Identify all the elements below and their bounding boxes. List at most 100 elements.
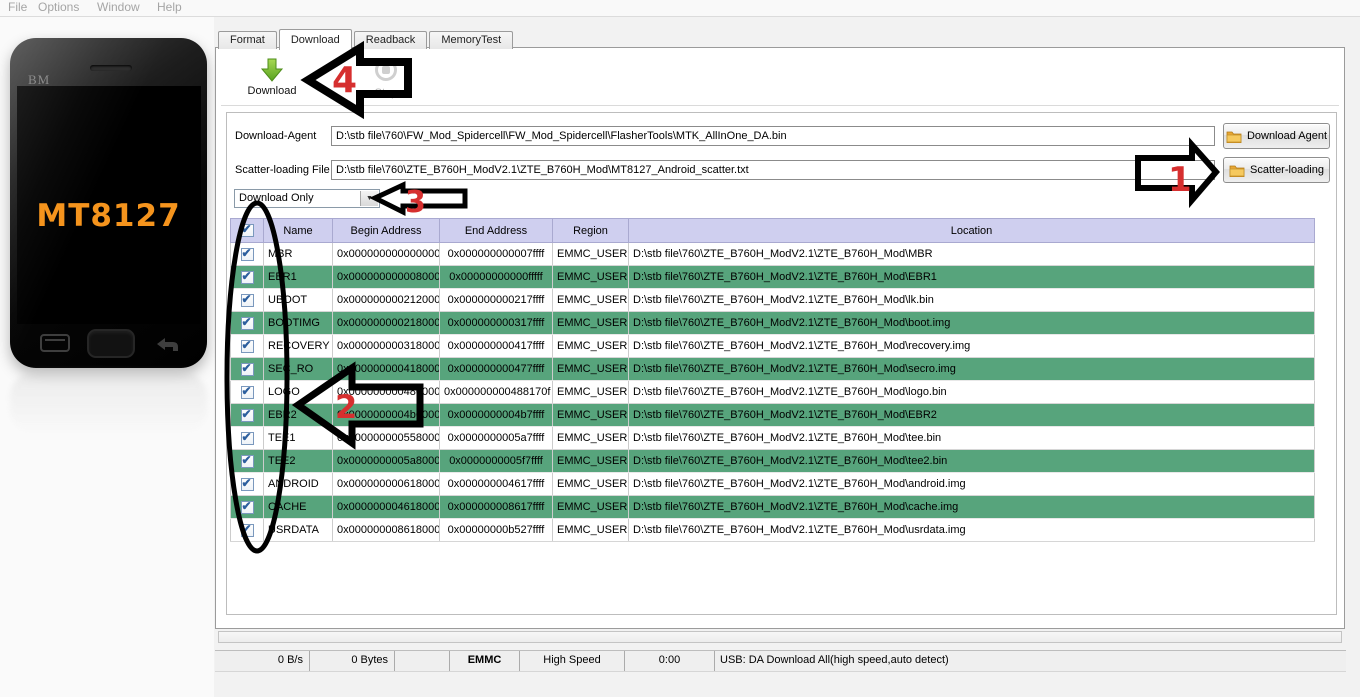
scatter-loading-button[interactable]: Scatter-loading: [1223, 157, 1330, 183]
combo-dropdown-button[interactable]: ▼: [360, 191, 378, 206]
download-mode-select[interactable]: Download Only ▼: [234, 189, 380, 208]
scatter-file-input[interactable]: [331, 160, 1215, 180]
table-row[interactable]: ✔ RECOVERY 0x0000000003180000 0x00000000041…: [230, 334, 1315, 358]
menu-window[interactable]: Window: [97, 0, 140, 14]
table-row[interactable]: ✔ LOGO 0x0000000004800000 0x000000000488170…: [230, 380, 1315, 404]
table-row[interactable]: ✔ BOOTIMG 0x0000000002180000 0x000000000317…: [230, 311, 1315, 335]
phone-speaker: [90, 65, 132, 71]
status-storage: EMMC: [450, 651, 520, 671]
cell-begin-address: 0x0000000004180000: [332, 357, 440, 381]
row-checkbox-cell[interactable]: ✔: [230, 265, 264, 289]
row-checkbox[interactable]: ✔: [240, 268, 254, 284]
row-checkbox[interactable]: ✔: [240, 475, 254, 491]
table-row[interactable]: ✔ EBR2 0x0000000004b00000 0x0000000004b7fff…: [230, 403, 1315, 427]
column-header[interactable]: End Address: [439, 218, 553, 243]
menu-bar: File Options Window Help: [0, 0, 1360, 17]
cell-end-address: 0x000000000488170f: [439, 380, 553, 404]
row-checkbox[interactable]: ✔: [240, 291, 254, 307]
cell-end-address: 0x000000000317ffff: [439, 311, 553, 335]
row-checkbox-cell[interactable]: ✔: [230, 288, 264, 312]
table-row[interactable]: ✔ CACHE 0x0000000046180000 0x000000008617ff…: [230, 495, 1315, 519]
table-row[interactable]: ✔ TEE2 0x0000000005a80000 0x0000000005f7fff…: [230, 449, 1315, 473]
menu-file[interactable]: File: [8, 0, 28, 14]
download-agent-label: Download-Agent: [235, 130, 317, 142]
table-row[interactable]: ✔ MBR 0x0000000000000000 0x000000000007ffff…: [230, 242, 1315, 266]
cell-begin-address: 0x0000000004b00000: [332, 403, 440, 427]
table-row[interactable]: ✔ SEC_RO 0x0000000004180000 0x000000000477f…: [230, 357, 1315, 381]
row-checkbox-cell[interactable]: ✔: [230, 403, 264, 427]
row-checkbox-cell[interactable]: ✔: [230, 449, 264, 473]
row-checkbox[interactable]: ✔: [240, 429, 254, 445]
row-checkbox-cell[interactable]: ✔: [230, 426, 264, 450]
chevron-down-icon: ▼: [366, 195, 373, 202]
cell-end-address: 0x00000000b527ffff: [439, 518, 553, 542]
row-checkbox[interactable]: ✔: [240, 314, 254, 330]
row-checkbox[interactable]: ✔: [240, 521, 254, 537]
row-checkbox-cell[interactable]: ✔: [230, 242, 264, 266]
cell-name: ANDROID: [263, 472, 333, 496]
table-row[interactable]: ✔ EBR1 0x0000000000080000 0x00000000000ffff…: [230, 265, 1315, 289]
cell-region: EMMC_USER: [552, 449, 629, 473]
status-bytes: 0 Bytes: [310, 651, 395, 671]
table-row[interactable]: ✔ USRDATA 0x0000000086180000 0x00000000b527…: [230, 518, 1315, 542]
table-row[interactable]: ✔ UBOOT 0x0000000002120000 0x000000000217ff…: [230, 288, 1315, 312]
partition-table-header: ✔ Name Begin Address End Address Region Loca…: [230, 218, 1315, 243]
row-checkbox-cell[interactable]: ✔: [230, 472, 264, 496]
cell-location: D:\stb file\760\ZTE_B760H_ModV2.1\ZTE_B7…: [628, 242, 1315, 266]
row-checkbox[interactable]: ✔: [240, 406, 254, 422]
stop-button[interactable]: Stop: [350, 57, 422, 99]
menu-help[interactable]: Help: [157, 0, 182, 14]
cell-end-address: 0x000000000417ffff: [439, 334, 553, 358]
download-button[interactable]: Download: [236, 57, 308, 97]
row-checkbox[interactable]: ✔: [240, 383, 254, 399]
row-checkbox[interactable]: ✔: [240, 337, 254, 353]
cell-location: D:\stb file\760\ZTE_B760H_ModV2.1\ZTE_B7…: [628, 380, 1315, 404]
download-tab-page: Download Stop Download-Agent Download Ag…: [215, 47, 1345, 629]
phone-menu-button-icon: [40, 334, 70, 352]
cell-name: EBR1: [263, 265, 333, 289]
status-bar: 0 B/s 0 Bytes EMMC High Speed 0:00 USB: …: [215, 650, 1346, 672]
column-header[interactable]: Begin Address: [332, 218, 440, 243]
select-all-checkbox[interactable]: ✔: [230, 218, 264, 243]
row-checkbox-cell[interactable]: ✔: [230, 334, 264, 358]
phone-reflection: [10, 371, 207, 435]
row-checkbox-cell[interactable]: ✔: [230, 495, 264, 519]
row-checkbox-cell[interactable]: ✔: [230, 311, 264, 335]
cell-name: UBOOT: [263, 288, 333, 312]
row-checkbox[interactable]: ✔: [240, 360, 254, 376]
download-agent-browse-button[interactable]: Download Agent: [1223, 123, 1330, 149]
cell-end-address: 0x000000004617ffff: [439, 472, 553, 496]
cell-begin-address: 0x0000000005a80000: [332, 449, 440, 473]
stop-icon: [350, 57, 422, 85]
cell-region: EMMC_USER: [552, 242, 629, 266]
download-mode-value: Download Only: [239, 192, 314, 204]
cell-begin-address: 0x0000000000080000: [332, 265, 440, 289]
column-header[interactable]: Location: [628, 218, 1315, 243]
status-message: USB: DA Download All(high speed,auto det…: [720, 654, 949, 666]
row-checkbox-cell[interactable]: ✔: [230, 380, 264, 404]
toolbar-separator: [221, 105, 1339, 106]
column-header[interactable]: Region: [552, 218, 629, 243]
folder-icon: [1226, 131, 1242, 143]
menu-options[interactable]: Options: [38, 0, 80, 14]
cell-region: EMMC_USER: [552, 265, 629, 289]
row-checkbox-cell[interactable]: ✔: [230, 357, 264, 381]
cell-name: CACHE: [263, 495, 333, 519]
cell-location: D:\stb file\760\ZTE_B760H_ModV2.1\ZTE_B7…: [628, 518, 1315, 542]
download-agent-input[interactable]: [331, 126, 1215, 146]
row-checkbox[interactable]: ✔: [240, 498, 254, 514]
column-header[interactable]: Name: [263, 218, 333, 243]
row-checkbox-cell[interactable]: ✔: [230, 518, 264, 542]
cell-begin-address: 0x0000000003180000: [332, 334, 440, 358]
row-checkbox[interactable]: ✔: [240, 245, 254, 261]
table-row[interactable]: ✔ TEE1 0x0000000005580000 0x0000000005a7fff…: [230, 426, 1315, 450]
tab-format[interactable]: Format: [218, 31, 277, 49]
tab-download[interactable]: Download: [278, 29, 352, 50]
table-row[interactable]: ✔ ANDROID 0x0000000006180000 0x000000004617…: [230, 472, 1315, 496]
tab-memorytest[interactable]: MemoryTest: [429, 31, 514, 49]
tab-readback[interactable]: Readback: [353, 31, 428, 49]
row-checkbox[interactable]: ✔: [240, 452, 254, 468]
cell-location: D:\stb file\760\ZTE_B760H_ModV2.1\ZTE_B7…: [628, 357, 1315, 381]
scatter-loading-button-label: Scatter-loading: [1250, 164, 1324, 176]
cell-begin-address: 0x0000000005580000: [332, 426, 440, 450]
